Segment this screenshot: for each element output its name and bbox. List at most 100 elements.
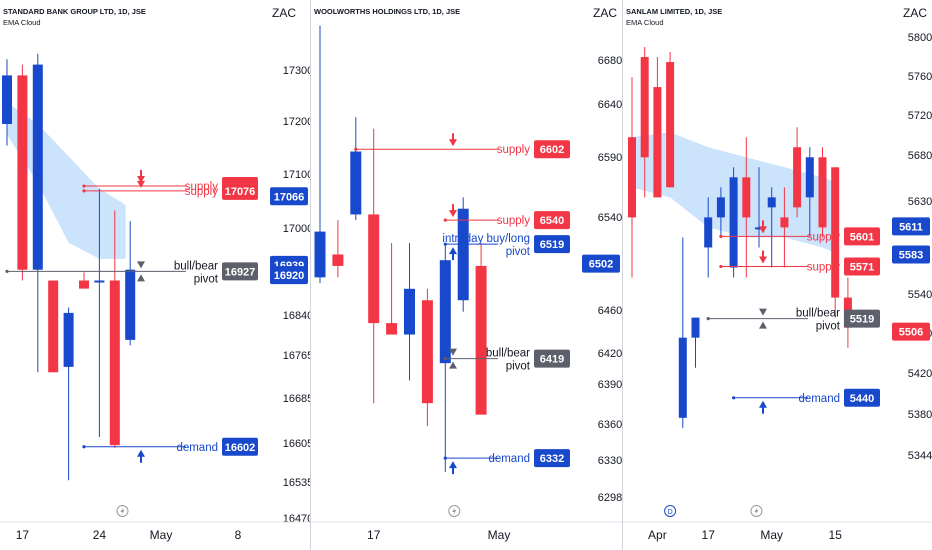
candle[interactable] bbox=[678, 237, 687, 428]
candle-body bbox=[628, 137, 636, 218]
candlestick-chart[interactable]: supply 6602 supply 6540 intraday buy/long piv… bbox=[311, 0, 622, 550]
candle[interactable] bbox=[742, 137, 751, 278]
candle[interactable] bbox=[404, 243, 415, 381]
level-supply[interactable]: supply 17076 bbox=[82, 174, 258, 200]
candle[interactable] bbox=[350, 117, 362, 221]
chart-subtitle: EMA Cloud bbox=[626, 18, 664, 27]
level-demand[interactable]: demand 5440 bbox=[732, 388, 880, 414]
candle-body bbox=[666, 62, 675, 188]
candle[interactable] bbox=[125, 221, 136, 346]
candle[interactable] bbox=[386, 243, 398, 335]
level-supply[interactable]: supply 5571 bbox=[719, 250, 880, 276]
dividend-event-icon[interactable]: D bbox=[664, 505, 677, 517]
candle[interactable] bbox=[628, 77, 636, 278]
x-tick-label: Apr bbox=[648, 528, 667, 542]
level-anchor bbox=[5, 269, 9, 273]
candle[interactable] bbox=[755, 167, 763, 248]
price-tag-box bbox=[892, 245, 930, 264]
level-anchor bbox=[706, 317, 710, 321]
y-tick-label: 6680 bbox=[598, 55, 622, 67]
candle[interactable] bbox=[109, 210, 120, 448]
candle[interactable] bbox=[831, 167, 840, 318]
chart-panel-woolworths[interactable]: supply 6602 supply 6540 intraday buy/long piv… bbox=[311, 0, 622, 550]
level-label: supply bbox=[497, 144, 530, 156]
price-tag-text: 5583 bbox=[899, 249, 923, 261]
currency-label: ZAC bbox=[593, 6, 617, 20]
level-supply[interactable]: supply 6540 bbox=[443, 204, 570, 230]
candle-body bbox=[742, 177, 751, 218]
level-tag-text: 5601 bbox=[850, 231, 874, 243]
candle[interactable] bbox=[332, 220, 344, 278]
y-tick-label: 5540 bbox=[908, 289, 932, 301]
earnings-event-icon[interactable] bbox=[448, 505, 461, 517]
candlestick-chart[interactable]: supply 5601 supply 5571 bull/bear pivot 5519 de… bbox=[623, 0, 932, 550]
candle[interactable] bbox=[94, 188, 105, 438]
svg-text:D: D bbox=[668, 509, 673, 516]
candle[interactable] bbox=[314, 25, 326, 284]
level-pivot[interactable]: bull/bear pivot 5519 bbox=[706, 308, 880, 333]
panel-divider bbox=[622, 0, 623, 550]
y-tick-label: 17100 bbox=[283, 169, 310, 181]
y-tick-label: 5800 bbox=[908, 32, 932, 44]
candlestick-chart[interactable]: supply17085supply17076bull/bearpivot1692… bbox=[0, 0, 310, 550]
candle[interactable] bbox=[17, 64, 28, 281]
level-tag-text: 6602 bbox=[540, 144, 564, 156]
chart-title: SANLAM LIMITED, 1D, JSE bbox=[626, 7, 723, 16]
candle[interactable] bbox=[640, 47, 649, 198]
chart-subtitle: EMA Cloud bbox=[3, 18, 41, 27]
y-tick-label: 16765 bbox=[283, 350, 310, 362]
chart-title: STANDARD BANK GROUP LTD, 1D, JSE bbox=[3, 7, 146, 16]
price-tag: 16920 bbox=[270, 266, 308, 285]
candle[interactable] bbox=[79, 272, 89, 289]
earnings-event-icon[interactable] bbox=[750, 505, 763, 517]
candle[interactable] bbox=[805, 147, 814, 238]
level-tag bbox=[844, 309, 880, 328]
candle[interactable] bbox=[767, 187, 776, 268]
candle-body bbox=[678, 337, 687, 418]
level-demand[interactable]: demand 16602 bbox=[82, 437, 258, 463]
level-anchor bbox=[719, 234, 723, 239]
candle[interactable] bbox=[48, 280, 59, 373]
candle[interactable] bbox=[457, 197, 469, 312]
level-pivot[interactable]: bull/bear pivot 6419 bbox=[443, 348, 570, 373]
candle[interactable] bbox=[421, 288, 433, 427]
candle[interactable] bbox=[2, 59, 12, 146]
level-supply[interactable]: supply 6602 bbox=[354, 133, 570, 159]
y-tick-label: 5760 bbox=[908, 71, 932, 83]
price-tag-box bbox=[270, 187, 308, 206]
candle[interactable] bbox=[704, 197, 713, 278]
level-label: bull/bear pivot bbox=[174, 260, 219, 285]
chart-panel-sanlam[interactable]: supply 5601 supply 5571 bull/bear pivot 5519 de… bbox=[623, 0, 932, 550]
candle[interactable] bbox=[793, 127, 802, 218]
candle-body bbox=[704, 217, 713, 248]
candle[interactable] bbox=[32, 53, 43, 373]
candle[interactable] bbox=[691, 317, 700, 368]
earnings-event-icon[interactable] bbox=[116, 505, 129, 517]
candle-body bbox=[79, 280, 89, 289]
level-tag bbox=[222, 262, 258, 281]
candle[interactable] bbox=[368, 128, 380, 404]
level-pivot[interactable]: bull/bear pivot 16927 bbox=[5, 260, 258, 285]
level-supply[interactable]: supply 5601 bbox=[719, 220, 880, 246]
candle[interactable] bbox=[475, 243, 487, 415]
level-demand[interactable]: intraday buy/long pivot 6519 bbox=[442, 233, 570, 261]
level-anchor bbox=[82, 445, 86, 449]
level-anchor bbox=[82, 189, 86, 193]
chart-panel-standard-bank[interactable]: supply17085supply17076bull/bearpivot1692… bbox=[0, 0, 310, 550]
candle[interactable] bbox=[780, 187, 789, 268]
candle[interactable] bbox=[63, 307, 74, 481]
candle[interactable] bbox=[729, 167, 738, 278]
candle-body bbox=[404, 288, 415, 335]
candle[interactable] bbox=[653, 57, 662, 198]
arrow-up-icon bbox=[759, 400, 767, 414]
level-tag bbox=[844, 388, 880, 407]
level-demand[interactable]: demand 6332 bbox=[443, 449, 570, 475]
candle-body bbox=[818, 157, 827, 228]
level-tag bbox=[222, 181, 258, 200]
currency-label: ZAC bbox=[272, 6, 296, 20]
candle[interactable] bbox=[666, 52, 675, 188]
candle[interactable] bbox=[716, 187, 725, 238]
x-tick-label: May bbox=[488, 528, 511, 542]
y-tick-label: 17000 bbox=[283, 223, 310, 235]
candle[interactable] bbox=[818, 147, 827, 238]
